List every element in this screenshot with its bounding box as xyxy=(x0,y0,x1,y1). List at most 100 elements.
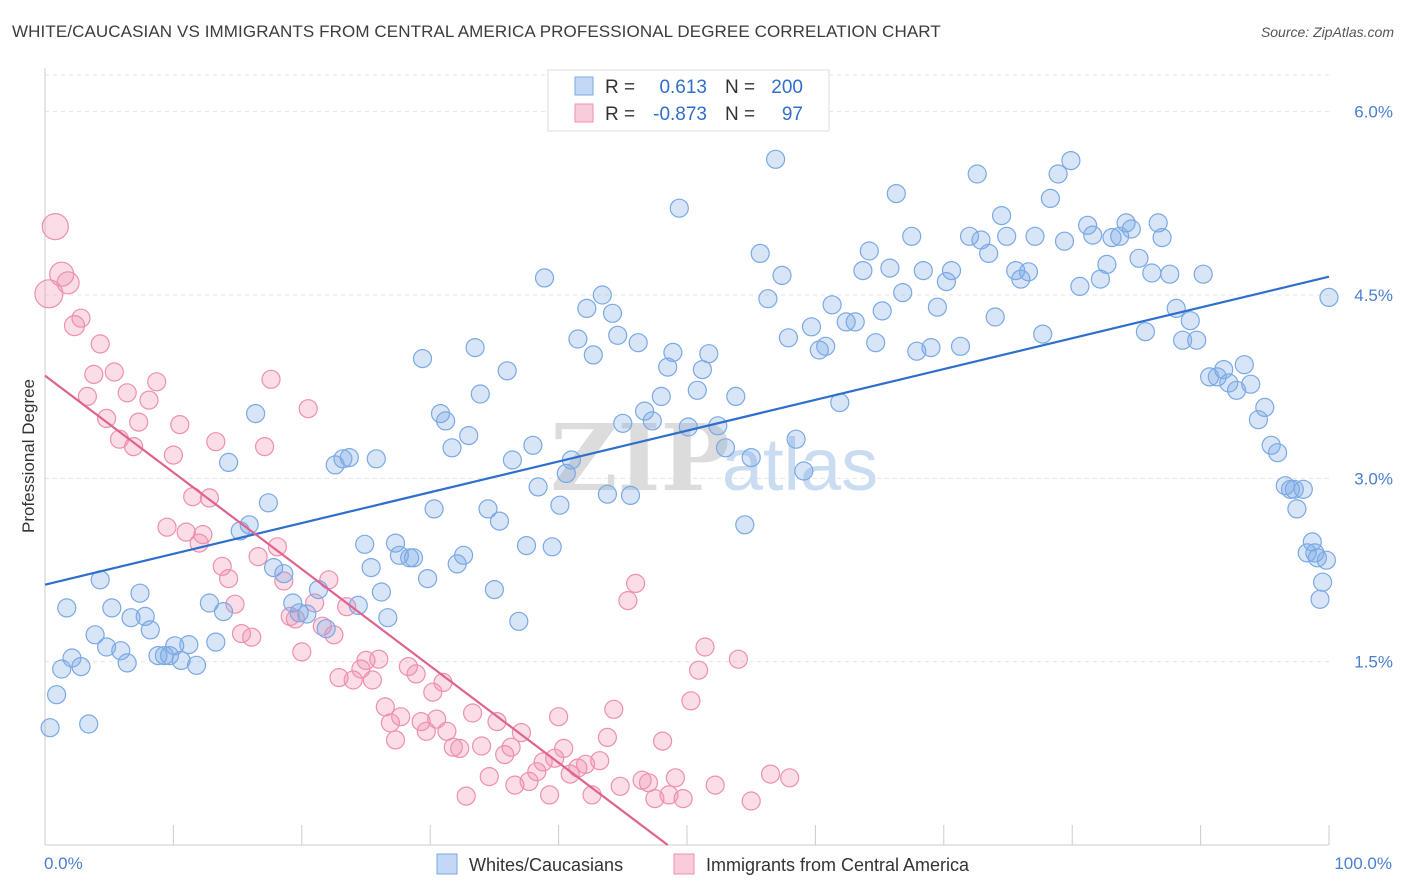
correlation-legend: R = 0.613 N = 200 R = -0.873 N = 97 xyxy=(547,69,830,132)
pink-point xyxy=(705,775,725,795)
blue-point xyxy=(765,149,786,169)
pink-point xyxy=(411,711,431,732)
blue-point xyxy=(213,601,234,622)
blue-point xyxy=(1160,264,1180,284)
blue-point xyxy=(1102,228,1122,248)
blue-point xyxy=(758,289,778,309)
pink-point xyxy=(527,762,547,782)
y-tick-label: 6.0% xyxy=(1354,103,1393,122)
blue-point xyxy=(726,386,746,406)
blue-point xyxy=(361,557,381,578)
pink-point xyxy=(741,791,761,811)
pink-point xyxy=(533,752,553,772)
x-tick-label-1: 100.0% xyxy=(1334,854,1392,873)
blue-point xyxy=(484,579,504,600)
blue-point xyxy=(786,429,806,449)
pink-point xyxy=(56,271,80,295)
blue-point xyxy=(1310,589,1330,609)
blue-point xyxy=(274,564,294,584)
blue-point xyxy=(1011,269,1031,289)
legend-box xyxy=(547,69,830,132)
blue-point xyxy=(403,548,424,568)
blue-point xyxy=(412,349,433,369)
blue-point xyxy=(333,449,353,469)
blue-point xyxy=(46,685,67,705)
pink-point xyxy=(41,213,69,241)
blue-point xyxy=(264,557,284,578)
pink-point xyxy=(261,369,281,389)
blue-point xyxy=(778,328,799,348)
blue-point xyxy=(1033,324,1053,344)
legend-n-label-1: N = xyxy=(725,77,755,98)
pink-point xyxy=(398,656,418,677)
blue-point xyxy=(991,206,1012,226)
blue-point xyxy=(822,295,842,315)
blue-point xyxy=(186,655,207,675)
pink-point xyxy=(427,709,447,729)
blue-point xyxy=(1116,213,1136,233)
blue-point xyxy=(880,258,900,278)
blue-point xyxy=(199,593,219,613)
blue-point xyxy=(71,656,91,677)
bottom-legend-label-whites: Whites/Caucasians xyxy=(469,855,623,875)
pink-point xyxy=(645,788,665,809)
pink-point xyxy=(212,556,232,576)
pink-point xyxy=(369,649,389,669)
blue-point xyxy=(853,261,873,281)
blue-point xyxy=(550,495,570,515)
y-tick-label: 4.5% xyxy=(1354,286,1393,305)
pink-point xyxy=(760,764,781,784)
blue-point xyxy=(111,641,131,661)
blue-point xyxy=(866,333,886,353)
bottom-legend-swatch-blue xyxy=(436,853,458,875)
blue-point xyxy=(534,268,555,288)
blue-point xyxy=(1018,262,1039,282)
trend-line-whites xyxy=(44,275,1330,586)
pink-point xyxy=(34,279,64,309)
pink-point xyxy=(129,412,149,432)
blue-point xyxy=(816,336,836,356)
pink-point xyxy=(443,737,463,757)
blue-point xyxy=(658,357,678,377)
blue-point xyxy=(967,164,987,184)
pink-point xyxy=(604,699,624,719)
pink-point xyxy=(590,751,610,771)
blue-point xyxy=(1287,499,1307,519)
blue-point xyxy=(1316,550,1337,570)
y-tick-label: 1.5% xyxy=(1354,653,1393,672)
series-immigrants-points xyxy=(34,213,800,811)
blue-point xyxy=(130,583,150,603)
blue-point xyxy=(699,344,719,364)
blue-point xyxy=(378,608,398,628)
pink-point xyxy=(63,315,86,337)
blue-point xyxy=(465,338,485,358)
pink-point xyxy=(391,707,411,727)
legend-n-label-2: N = xyxy=(725,104,755,125)
blue-point xyxy=(628,333,648,353)
blue-point xyxy=(921,338,941,358)
blue-point xyxy=(297,604,317,624)
blue-point xyxy=(159,645,180,666)
pink-point xyxy=(193,524,213,545)
blue-point xyxy=(371,582,391,602)
blue-point xyxy=(741,448,761,468)
pink-point xyxy=(638,773,659,793)
blue-point xyxy=(140,620,160,640)
pink-point xyxy=(688,660,709,680)
blue-point xyxy=(1077,215,1098,235)
blue-point xyxy=(1226,380,1247,400)
blue-point xyxy=(1255,397,1275,417)
trend-line-immigrants xyxy=(44,374,669,846)
blue-point xyxy=(1312,572,1333,592)
blue-point xyxy=(772,265,792,285)
blue-point xyxy=(634,401,655,421)
blue-point xyxy=(985,307,1005,327)
pink-point xyxy=(147,372,167,392)
pink-point xyxy=(157,517,177,537)
blue-point xyxy=(1180,311,1200,331)
legend-r-value-2: -0.873 xyxy=(653,104,707,125)
blue-point xyxy=(1135,322,1156,342)
blue-point xyxy=(663,342,683,362)
pink-point xyxy=(450,738,470,759)
blue-point xyxy=(750,243,770,263)
